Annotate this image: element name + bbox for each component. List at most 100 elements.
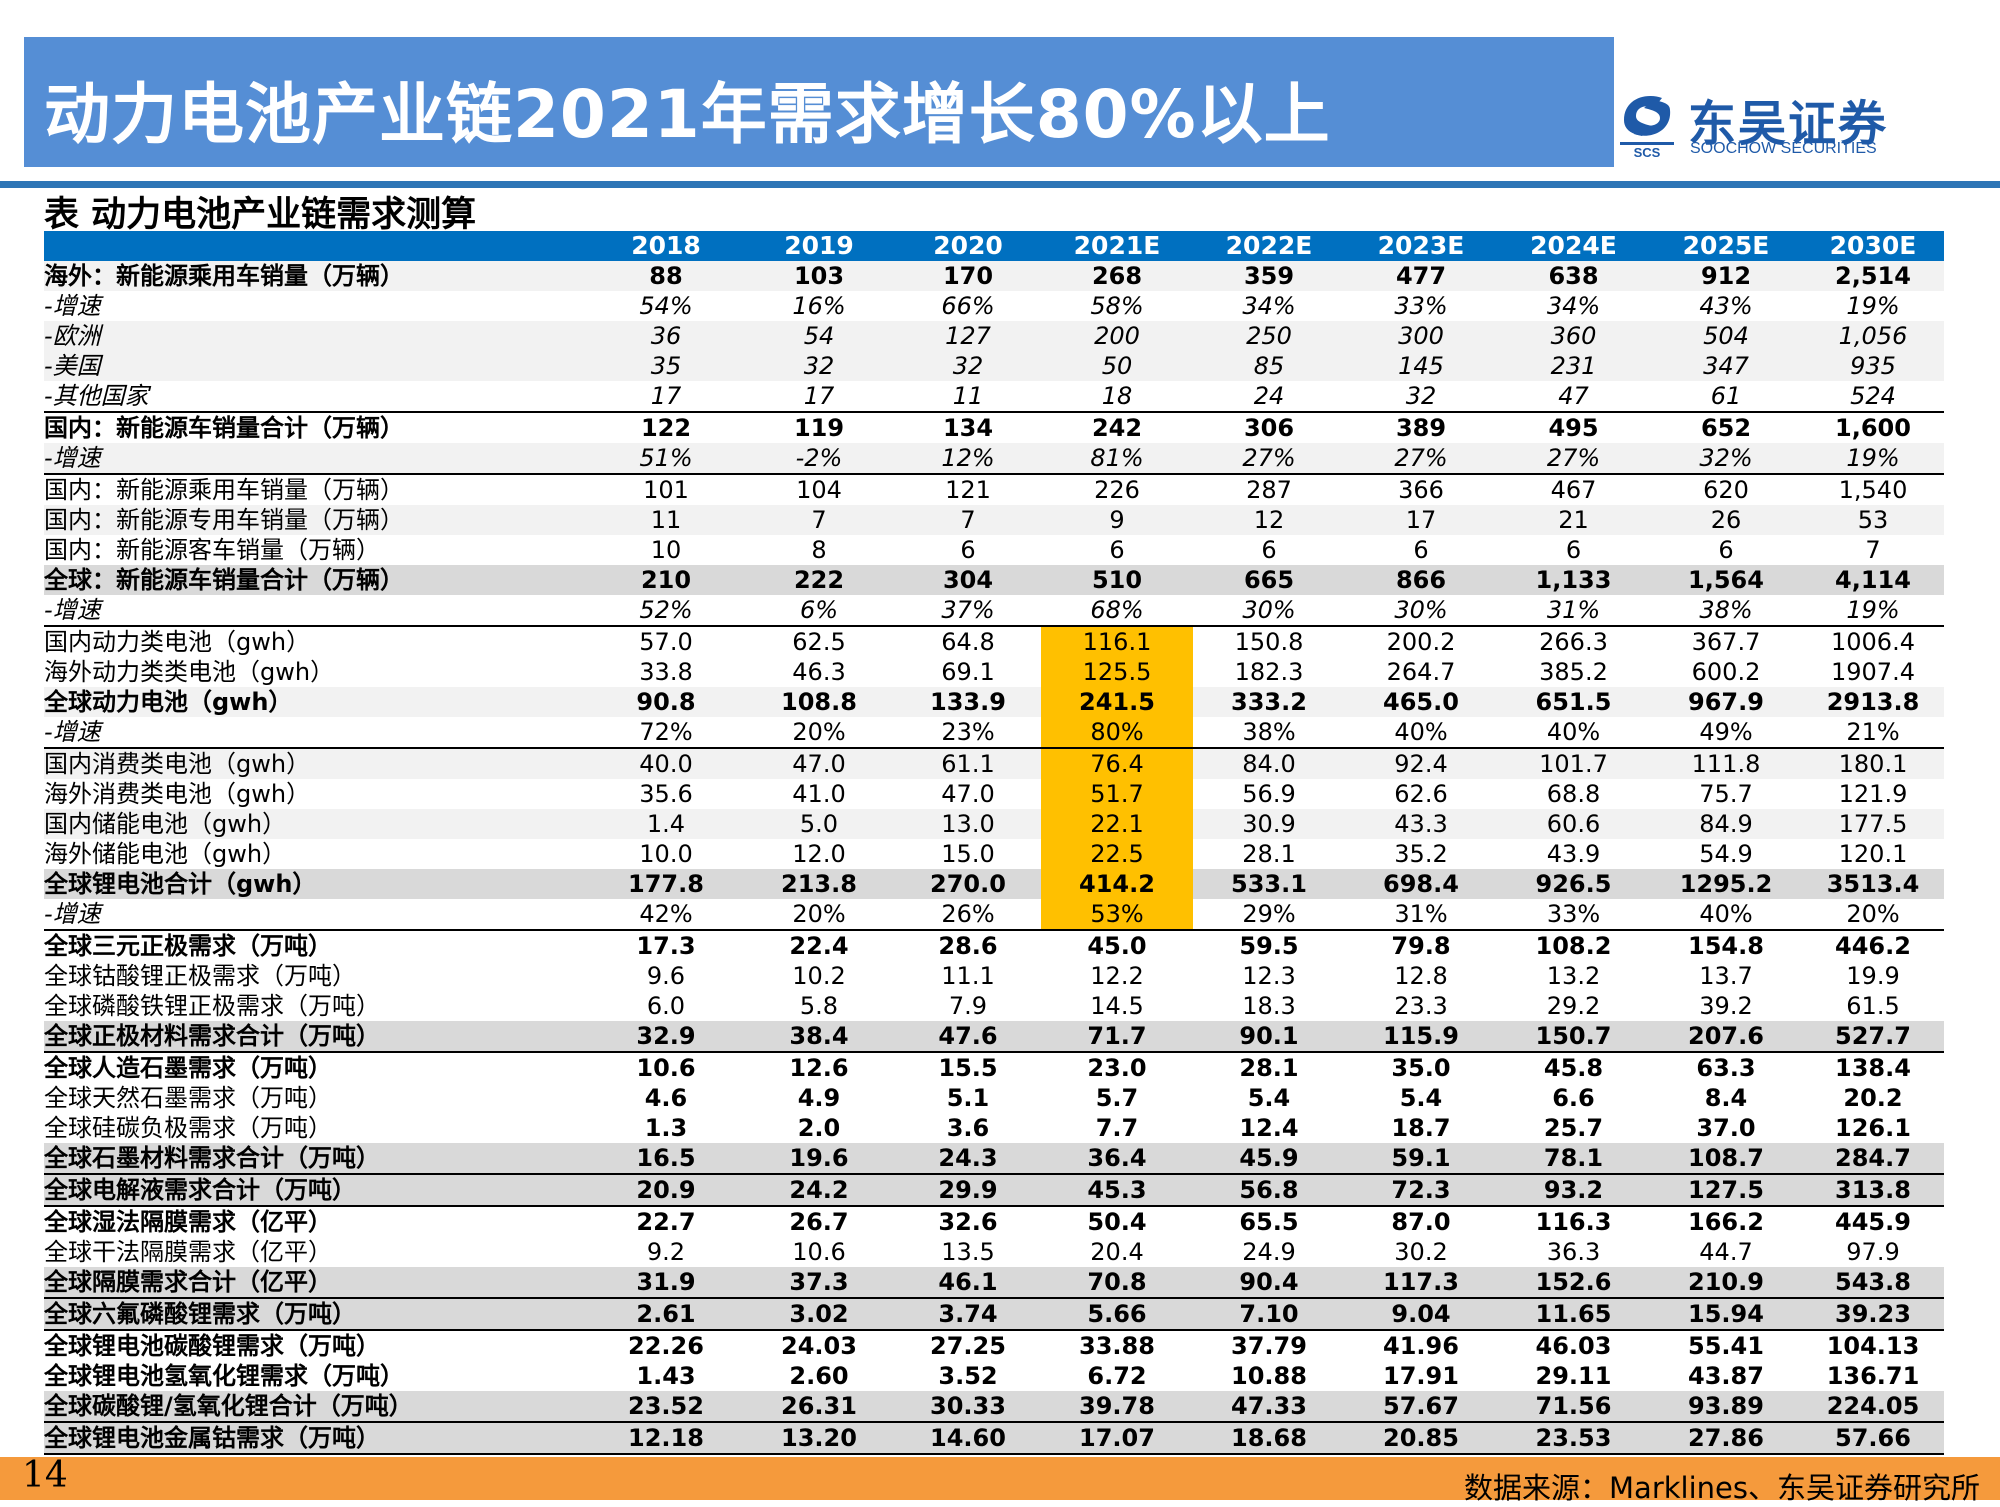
value-cell: 33.88 — [1041, 1329, 1193, 1361]
value-cell: 665 — [1193, 565, 1345, 595]
row-label: 全球：新能源车销量合计（万辆） — [44, 565, 589, 595]
soochow-logo-icon: SCS — [1620, 96, 1674, 158]
value-cell: 115.9 — [1345, 1021, 1497, 1052]
value-cell: 84.9 — [1650, 809, 1802, 839]
value-cell: 84.0 — [1193, 747, 1345, 779]
value-cell: 10 — [650, 536, 682, 564]
value-cell: 226 — [1041, 473, 1193, 505]
value-cell: 37.3 — [743, 1267, 895, 1298]
value-cell: 620 — [1650, 473, 1802, 505]
value-cell: 66% — [941, 292, 995, 320]
value-cell: 17 — [803, 382, 835, 410]
value-cell: 366 — [1345, 473, 1497, 505]
table-row: 国内：新能源客车销量（万辆） 10 8 6 6 6 6 6 6 7 — [44, 535, 1944, 565]
value-cell: 9.04 — [1345, 1297, 1497, 1330]
value-cell: 9.6 — [646, 962, 686, 990]
value-cell: 138.4 — [1802, 1051, 1944, 1083]
row-label: 海外消费类电池（gwh） — [44, 780, 311, 808]
value-cell: 270.0 — [895, 869, 1041, 899]
value-cell: 63.3 — [1650, 1051, 1802, 1083]
value-cell: 59.1 — [1345, 1143, 1497, 1174]
value-cell: 210 — [589, 565, 743, 595]
value-cell: 389 — [1345, 411, 1497, 443]
header-cell: 2018 — [589, 231, 743, 261]
value-cell: 23.3 — [1394, 992, 1448, 1020]
value-cell: 122 — [589, 411, 743, 443]
value-cell: 17 — [1345, 505, 1497, 535]
value-cell: 180.1 — [1802, 747, 1944, 779]
row-label: 全球干法隔膜需求（亿平） — [44, 1238, 332, 1266]
value-cell: 15.94 — [1650, 1297, 1802, 1330]
value-cell: 61 — [1710, 382, 1742, 410]
value-cell: 11.65 — [1497, 1297, 1650, 1330]
value-cell: 200 — [1041, 321, 1193, 351]
value-cell: 40.0 — [589, 747, 743, 779]
value-cell: 367.7 — [1650, 625, 1802, 657]
value-cell: 51% — [589, 443, 743, 474]
header-cell: 2019 — [743, 231, 895, 261]
table-header-row: 2018 2019 2020 2021E 2022E 2023E 2024E 2… — [44, 231, 1944, 261]
value-cell: 80% — [1041, 717, 1193, 748]
value-cell: 61.5 — [1846, 992, 1900, 1020]
value-cell: 101.7 — [1497, 747, 1650, 779]
value-cell: 11 — [589, 505, 743, 535]
header-cell: 2025E — [1650, 231, 1802, 261]
value-cell: 30.33 — [895, 1391, 1041, 1422]
value-cell: 12.18 — [589, 1421, 743, 1455]
value-cell: 53 — [1802, 505, 1944, 535]
value-cell: 10.88 — [1231, 1362, 1307, 1390]
row-label: 全球碳酸锂/氢氧化锂合计（万吨） — [44, 1391, 589, 1422]
table-row: 国内消费类电池（gwh） 40.0 47.0 61.1 76.4 84.0 92.4 101.… — [44, 747, 1944, 779]
table-title: 表 动力电池产业链需求测算 — [44, 195, 477, 235]
value-cell: 47.0 — [941, 780, 995, 808]
value-cell: 79.8 — [1345, 929, 1497, 961]
value-cell: 12.4 — [1239, 1114, 1299, 1142]
value-cell: 54.9 — [1699, 840, 1753, 868]
value-cell: 9 — [1041, 505, 1193, 535]
value-cell: 7 — [1865, 536, 1881, 564]
value-cell: 20.2 — [1843, 1084, 1903, 1112]
value-cell: 8 — [811, 536, 827, 564]
value-cell: 47.33 — [1193, 1391, 1345, 1422]
row-label: 国内：新能源客车销量（万辆） — [44, 536, 380, 564]
row-label: 全球锂电池合计（gwh） — [44, 869, 589, 899]
value-cell: 26.31 — [743, 1391, 895, 1422]
row-label: -美国 — [44, 351, 589, 381]
value-cell: 698.4 — [1345, 869, 1497, 899]
value-cell: 62.5 — [743, 625, 895, 657]
value-cell: 166.2 — [1650, 1205, 1802, 1237]
value-cell: 38% — [1242, 718, 1296, 746]
value-cell: 45.9 — [1193, 1143, 1345, 1174]
value-cell: 25.7 — [1543, 1114, 1604, 1142]
value-cell: 1,564 — [1650, 565, 1802, 595]
value-cell: 39.78 — [1041, 1391, 1193, 1422]
value-cell: 46.3 — [792, 658, 846, 686]
value-cell: 120.1 — [1838, 840, 1908, 868]
value-cell: 76.4 — [1041, 747, 1193, 779]
table-row: 海外储能电池（gwh） 10.0 12.0 15.0 22.5 28.1 35.2 43.9 5… — [44, 839, 1944, 869]
value-cell: 10.2 — [792, 962, 846, 990]
value-cell: 58% — [1090, 292, 1144, 320]
table-row: -增速 42% 20% 26% 53% 29% 31% 33% 40% 20% — [44, 899, 1944, 930]
value-cell: 1,540 — [1802, 473, 1944, 505]
table-row: 全球磷酸铁锂正极需求（万吨） 6.0 5.8 7.9 14.5 18.3 23.3 29.2 3… — [44, 991, 1944, 1021]
value-cell: 104 — [743, 473, 895, 505]
value-cell: 33% — [1546, 900, 1601, 928]
table-row: 全球锂电池氢氧化锂需求（万吨） 1.43 2.60 3.52 6.72 10.88 17.9… — [44, 1361, 1944, 1391]
value-cell: 543.8 — [1802, 1267, 1944, 1298]
value-cell: 177.8 — [589, 869, 743, 899]
value-cell: 27% — [1193, 443, 1345, 474]
value-cell: 333.2 — [1193, 687, 1345, 717]
value-cell: 6% — [799, 596, 839, 624]
table-row: 全球三元正极需求（万吨） 17.3 22.4 28.6 45.0 59.5 79.8 108.… — [44, 929, 1944, 961]
value-cell: 19% — [1802, 443, 1944, 474]
value-cell: 127.5 — [1650, 1173, 1802, 1206]
value-cell: 104.13 — [1802, 1329, 1944, 1361]
value-cell: 56.9 — [1242, 780, 1296, 808]
slide-title: 动力电池产业链2021年需求增长80%以上 — [44, 76, 1331, 153]
row-label: 全球硅碳负极需求（万吨） — [44, 1114, 332, 1142]
value-cell: 108.2 — [1497, 929, 1650, 961]
value-cell: 3.74 — [895, 1297, 1041, 1330]
table-row: 国内动力类电池（gwh） 57.0 62.5 64.8 116.1 150.8 200.2 2… — [44, 625, 1944, 657]
value-cell: 59.5 — [1193, 929, 1345, 961]
